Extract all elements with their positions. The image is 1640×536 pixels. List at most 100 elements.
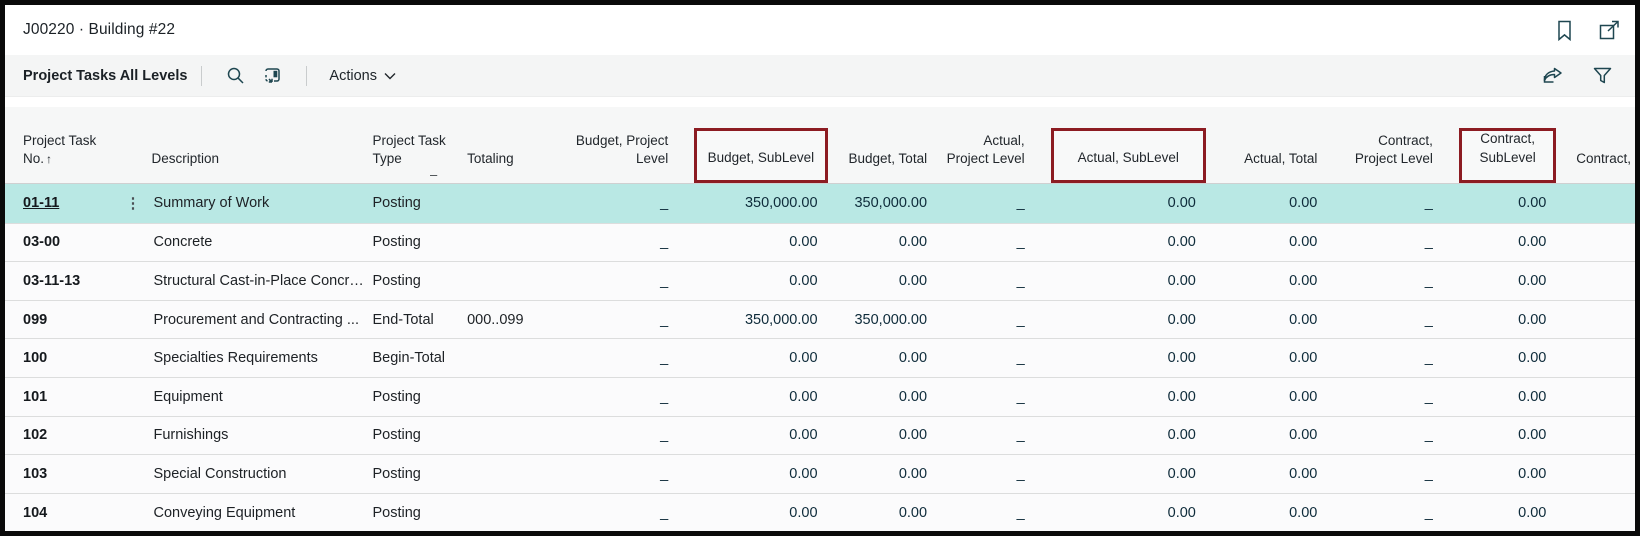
budget-sublevel-cell[interactable]: 0.00 xyxy=(789,234,818,251)
more-options-icon[interactable]: ⋮ xyxy=(125,195,141,211)
budget-sublevel-cell[interactable]: 0.00 xyxy=(789,427,818,444)
bookmark-icon[interactable] xyxy=(1553,19,1575,41)
task-type-cell[interactable]: Posting xyxy=(372,427,421,444)
actual-sublevel-cell[interactable]: 0.00 xyxy=(1167,350,1196,367)
table-row[interactable]: 102 Furnishings Posting _ 0.00 0.00 _ 0.… xyxy=(5,415,1635,455)
budget-project-level-cell[interactable]: _ xyxy=(660,311,669,328)
table-row[interactable]: 099 Procurement and Contracting ... End-… xyxy=(5,299,1635,339)
task-type-cell[interactable]: Posting xyxy=(372,272,421,289)
actual-project-level-cell[interactable]: _ xyxy=(1016,195,1025,212)
description-cell[interactable]: Conveying Equipment xyxy=(153,504,296,521)
task-type-cell[interactable]: Posting xyxy=(372,465,421,482)
popout-icon[interactable] xyxy=(1599,19,1621,41)
budget-project-level-cell[interactable]: _ xyxy=(660,195,669,212)
description-cell[interactable]: Specialties Requirements xyxy=(153,350,318,367)
budget-total-cell[interactable]: 0.00 xyxy=(898,234,928,251)
actual-sublevel-cell[interactable]: 0.00 xyxy=(1167,311,1196,328)
column-header-totaling[interactable]: Totaling xyxy=(467,150,514,166)
table-row[interactable]: 01-11 ⋮ Summary of Work Posting _ 350,00… xyxy=(5,184,1635,223)
actual-total-cell[interactable]: 0.00 xyxy=(1289,504,1318,521)
actual-sublevel-cell[interactable]: 0.00 xyxy=(1167,272,1196,289)
column-header-contract-sublevel[interactable]: Contract, SubLevel xyxy=(1437,107,1557,183)
budget-project-level-cell[interactable]: _ xyxy=(660,504,669,521)
actual-sublevel-cell[interactable]: 0.00 xyxy=(1167,388,1196,405)
actual-project-level-cell[interactable]: _ xyxy=(1016,388,1025,405)
budget-sublevel-cell[interactable]: 0.00 xyxy=(789,272,818,289)
description-cell[interactable]: Equipment xyxy=(153,388,223,405)
budget-project-level-cell[interactable]: _ xyxy=(660,427,669,444)
budget-project-level-cell[interactable]: _ xyxy=(660,388,669,405)
budget-sublevel-cell[interactable]: 0.00 xyxy=(789,504,818,521)
actions-menu-button[interactable]: Actions xyxy=(329,68,396,84)
actual-project-level-cell[interactable]: _ xyxy=(1016,234,1025,251)
contract-sublevel-cell[interactable]: 0.00 xyxy=(1518,234,1547,251)
budget-project-level-cell[interactable]: _ xyxy=(660,272,669,289)
table-row[interactable]: 03-11-13 Structural Cast-in-Place Concre… xyxy=(5,261,1635,300)
task-type-cell[interactable]: Posting xyxy=(372,234,421,251)
budget-total-cell[interactable]: 0.00 xyxy=(898,350,928,367)
budget-project-level-cell[interactable]: _ xyxy=(660,350,669,367)
task-no-link[interactable]: 03-00 xyxy=(23,234,61,251)
column-header-actual-sublevel[interactable]: Actual, SubLevel xyxy=(1029,107,1206,183)
contract-sublevel-cell[interactable]: 0.00 xyxy=(1518,350,1547,367)
contract-project-level-cell[interactable]: _ xyxy=(1424,311,1433,328)
task-no-link[interactable]: 102 xyxy=(23,427,48,444)
column-header-budget-total[interactable]: Budget, Total xyxy=(848,150,928,166)
contract-project-level-cell[interactable]: _ xyxy=(1424,388,1433,405)
task-no-link[interactable]: 01-11 xyxy=(23,195,60,212)
actual-project-level-cell[interactable]: _ xyxy=(1016,311,1025,328)
task-no-link[interactable]: 103 xyxy=(23,465,48,482)
actual-sublevel-cell[interactable]: 0.00 xyxy=(1167,427,1196,444)
contract-project-level-cell[interactable]: _ xyxy=(1424,427,1433,444)
task-no-link[interactable]: 101 xyxy=(23,388,48,405)
contract-sublevel-cell[interactable]: 0.00 xyxy=(1518,465,1547,482)
search-icon[interactable] xyxy=(222,64,248,88)
contract-project-level-cell[interactable]: _ xyxy=(1424,272,1433,289)
contract-sublevel-cell[interactable]: 0.00 xyxy=(1518,195,1547,212)
contract-project-level-cell[interactable]: _ xyxy=(1424,234,1433,251)
budget-sublevel-cell[interactable]: 0.00 xyxy=(789,465,818,482)
share-icon[interactable] xyxy=(1539,64,1565,88)
task-type-cell[interactable]: End-Total xyxy=(372,311,434,328)
task-type-cell[interactable]: Posting xyxy=(372,195,421,212)
task-no-link[interactable]: 104 xyxy=(23,504,48,521)
task-type-cell[interactable]: Posting xyxy=(372,388,421,405)
task-no-link[interactable]: 100 xyxy=(23,350,48,367)
budget-total-cell[interactable]: 0.00 xyxy=(898,388,928,405)
contract-project-level-cell[interactable]: _ xyxy=(1424,504,1433,521)
actual-total-cell[interactable]: 0.00 xyxy=(1289,195,1318,212)
table-row[interactable]: 100 Specialties Requirements Begin-Total… xyxy=(5,338,1635,377)
budget-sublevel-cell[interactable]: 0.00 xyxy=(789,350,818,367)
actual-project-level-cell[interactable]: _ xyxy=(1016,465,1025,482)
budget-sublevel-cell[interactable]: 350,000.00 xyxy=(744,195,818,212)
task-type-cell[interactable]: Posting xyxy=(372,504,421,521)
contract-project-level-cell[interactable]: _ xyxy=(1424,195,1433,212)
budget-sublevel-cell[interactable]: 0.00 xyxy=(789,388,818,405)
column-header-actual-total[interactable]: Actual, Total xyxy=(1244,150,1318,166)
contract-sublevel-cell[interactable]: 0.00 xyxy=(1518,427,1547,444)
column-header-budget-project-level[interactable]: Budget, Project Level xyxy=(575,132,669,166)
actual-sublevel-cell[interactable]: 0.00 xyxy=(1167,195,1196,212)
actual-sublevel-cell[interactable]: 0.00 xyxy=(1167,234,1196,251)
description-cell[interactable]: Structural Cast-in-Place Concre... xyxy=(153,272,369,289)
actual-project-level-cell[interactable]: _ xyxy=(1016,504,1025,521)
actual-total-cell[interactable]: 0.00 xyxy=(1289,272,1318,289)
filter-icon[interactable] xyxy=(1589,64,1615,88)
actual-total-cell[interactable]: 0.00 xyxy=(1289,234,1318,251)
budget-total-cell[interactable]: 0.00 xyxy=(898,427,928,444)
task-no-link[interactable]: 099 xyxy=(23,311,48,328)
task-type-cell[interactable]: Begin-Total xyxy=(372,350,446,367)
column-header-contract-truncated[interactable]: Contract, xyxy=(1576,150,1632,166)
budget-total-cell[interactable]: 0.00 xyxy=(898,504,928,521)
actual-total-cell[interactable]: 0.00 xyxy=(1289,465,1318,482)
description-cell[interactable]: Concrete xyxy=(153,234,213,251)
description-cell[interactable]: Procurement and Contracting ... xyxy=(153,311,359,328)
table-row[interactable]: 101 Equipment Posting _ 0.00 0.00 _ 0.00… xyxy=(5,376,1635,416)
budget-sublevel-cell[interactable]: 350,000.00 xyxy=(744,311,818,328)
contract-sublevel-cell[interactable]: 0.00 xyxy=(1518,272,1547,289)
table-row[interactable]: 104 Conveying Equipment Posting _ 0.00 0… xyxy=(5,492,1635,531)
budget-project-level-cell[interactable]: _ xyxy=(660,465,669,482)
column-header-actual-project-level[interactable]: Actual, Project Level xyxy=(946,132,1025,166)
contract-sublevel-cell[interactable]: 0.00 xyxy=(1518,388,1547,405)
column-header-project-task-type[interactable]: Project Task Type xyxy=(372,132,446,166)
